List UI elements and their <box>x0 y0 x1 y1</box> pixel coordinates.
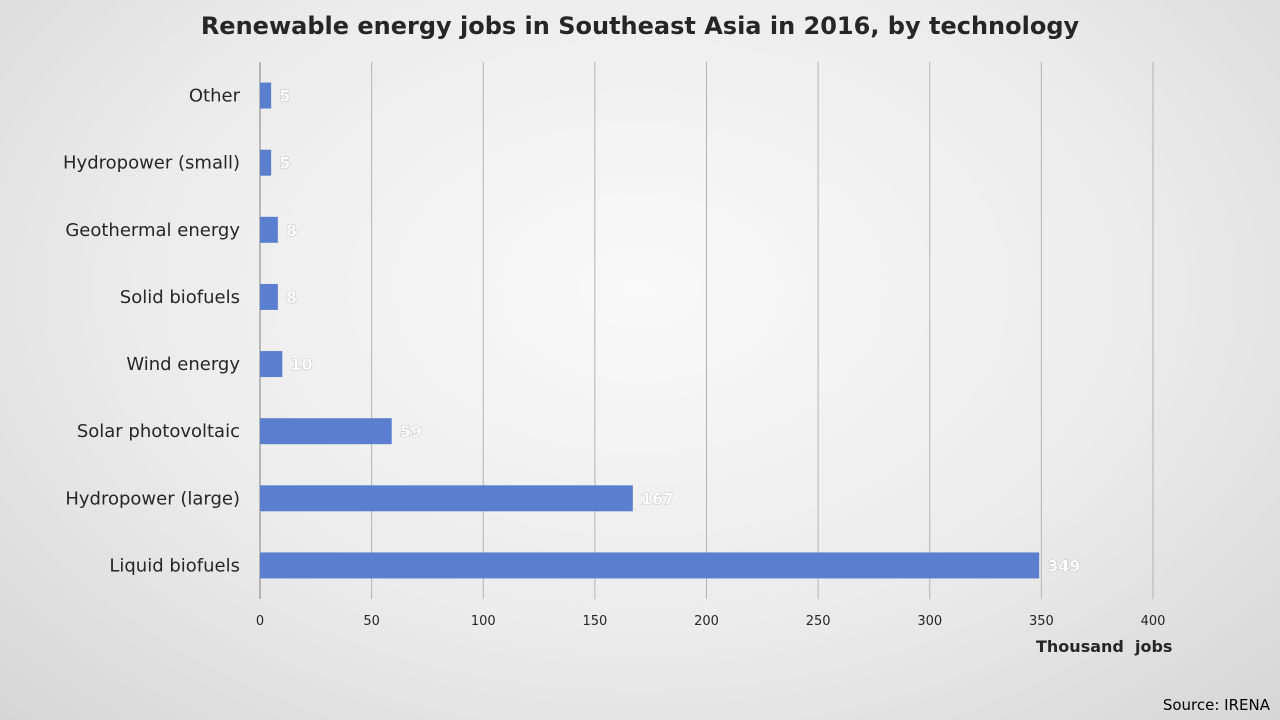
source-note: Source: IRENA <box>1162 696 1270 714</box>
x-tick-label: 50 <box>363 614 380 629</box>
gridlines <box>259 62 1154 599</box>
category-label: Solid biofuels <box>120 287 240 308</box>
x-axis-tick-labels: 0 50 100 150 200 250 300 350 400 <box>256 614 1166 629</box>
data-label: 59 <box>400 422 422 441</box>
category-label: Wind energy <box>126 354 240 375</box>
category-label: Geothermal energy <box>65 220 240 241</box>
category-label: Solar photovoltaic <box>77 421 240 442</box>
category-label: Hydropower (small) <box>63 153 240 174</box>
data-label: 8 <box>286 221 297 240</box>
bar <box>260 485 633 512</box>
data-label: 349 <box>1047 556 1080 575</box>
x-tick-label: 350 <box>1029 614 1054 629</box>
chart-title: Renewable energy jobs in Southeast Asia … <box>200 12 1080 40</box>
x-tick-label: 250 <box>806 614 831 629</box>
data-label: 5 <box>279 154 290 173</box>
x-tick-label: 200 <box>694 614 719 629</box>
x-tick-label: 0 <box>256 614 264 629</box>
data-labels: 5 5 8 8 10 59 167 349 <box>279 86 1081 575</box>
data-label: 8 <box>286 288 297 307</box>
bars <box>260 82 1040 579</box>
bar <box>260 552 1040 579</box>
data-label: 167 <box>641 489 674 508</box>
category-label: Liquid biofuels <box>109 555 240 576</box>
bar <box>260 351 283 378</box>
x-tick-label: 300 <box>917 614 942 629</box>
x-axis-title: Thousand jobs <box>1036 637 1173 656</box>
category-labels: Other Hydropower (small) Geothermal energy… <box>63 86 241 577</box>
data-label: 10 <box>290 355 312 374</box>
bar <box>260 283 278 310</box>
category-label: Hydropower (large) <box>65 488 240 509</box>
bar <box>260 216 278 243</box>
x-tick-label: 100 <box>471 614 496 629</box>
category-label: Other <box>189 86 241 107</box>
x-tick-label: 400 <box>1141 614 1166 629</box>
bar <box>260 149 272 176</box>
bar <box>260 418 392 445</box>
data-label: 5 <box>279 87 290 106</box>
x-tick-label: 150 <box>582 614 607 629</box>
bar <box>260 82 272 109</box>
